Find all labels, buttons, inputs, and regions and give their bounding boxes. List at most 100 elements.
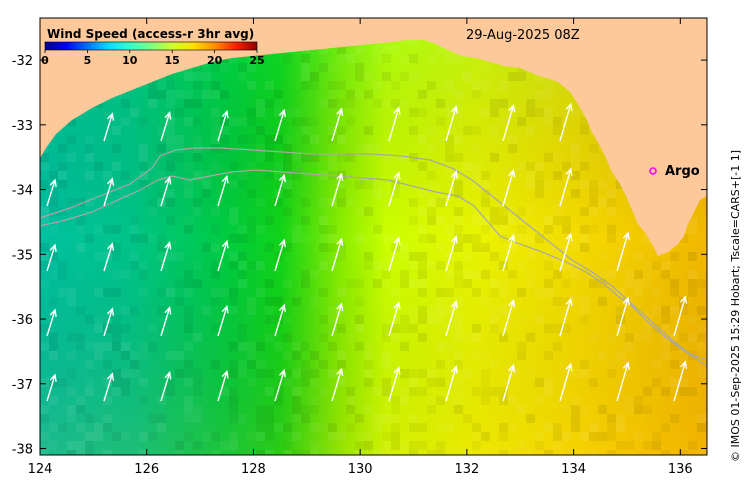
wind-cell [49, 171, 58, 180]
wind-arrow [559, 297, 573, 337]
wind-cell [517, 117, 526, 126]
wind-cell [616, 441, 625, 450]
wind-cell [427, 144, 436, 153]
wind-cell [580, 297, 589, 306]
wind-cell [112, 342, 121, 351]
wind-cell [535, 234, 544, 243]
wind-cell [265, 81, 274, 90]
wind-cell [472, 423, 481, 432]
wind-cell [247, 234, 256, 243]
wind-cell [310, 81, 319, 90]
wind-cell [85, 171, 94, 180]
wind-cell [364, 351, 373, 360]
wind-arrow [46, 308, 57, 337]
wind-cell [247, 63, 256, 72]
wind-cell [355, 297, 364, 306]
wind-cell [166, 216, 175, 225]
wind-cell [373, 450, 382, 455]
wind-cell [679, 306, 688, 315]
wind-cell [283, 441, 292, 450]
wind-cell [202, 306, 211, 315]
wind-cell [418, 333, 427, 342]
wind-cell [157, 414, 166, 423]
colorbar-tick-label: 10 [122, 54, 138, 67]
colorbar-ticks: 0 5 10 15 20 25 [41, 50, 265, 67]
wind-cell [211, 270, 220, 279]
wind-cell [193, 135, 202, 144]
wind-cell [274, 252, 283, 261]
wind-cell [517, 261, 526, 270]
wind-cell [625, 333, 634, 342]
wind-cell [229, 297, 238, 306]
y-tick-label: -32 [12, 54, 33, 69]
wind-cell [238, 333, 247, 342]
wind-cell [598, 432, 607, 441]
wind-cell [310, 117, 319, 126]
wind-cell [409, 315, 418, 324]
wind-cell [274, 297, 283, 306]
wind-cell [211, 117, 220, 126]
wind-cell [175, 279, 184, 288]
wind-cell [157, 288, 166, 297]
wind-cell [346, 387, 355, 396]
wind-cell [697, 450, 706, 455]
wind-cell [67, 405, 76, 414]
wind-cell [211, 360, 220, 369]
wind-cell [328, 423, 337, 432]
wind-cell [85, 441, 94, 450]
wind-cell [40, 432, 49, 441]
wind-arrow [559, 362, 573, 402]
wind-cell [175, 297, 184, 306]
argo-marker-icon[interactable] [649, 167, 657, 175]
wind-cell [472, 324, 481, 333]
wind-arrow [445, 365, 458, 402]
wind-cell [616, 351, 625, 360]
wind-cell [508, 144, 517, 153]
wind-cell [571, 144, 580, 153]
wind-cell [445, 144, 454, 153]
wind-cell [220, 90, 229, 99]
wind-cell [67, 288, 76, 297]
wind-cell [265, 306, 274, 315]
wind-cell [292, 225, 301, 234]
wind-cell [364, 405, 373, 414]
wind-cell [346, 198, 355, 207]
wind-arrow [217, 109, 229, 142]
wind-cell [184, 225, 193, 234]
wind-cell [211, 108, 220, 117]
wind-cell [472, 234, 481, 243]
wind-cell [283, 423, 292, 432]
wind-cell [130, 369, 139, 378]
bathymetry-contour-slope [40, 169, 707, 367]
wind-cell [463, 234, 472, 243]
wind-cell [571, 414, 580, 423]
wind-cell [580, 315, 589, 324]
wind-cell [328, 153, 337, 162]
wind-cell [157, 90, 166, 99]
wind-cell [94, 288, 103, 297]
wind-cell [274, 108, 283, 117]
wind-cell [139, 234, 148, 243]
wind-cell [355, 144, 364, 153]
wind-cell [193, 261, 202, 270]
wind-cell [481, 81, 490, 90]
wind-cell [409, 423, 418, 432]
wind-arrow [445, 105, 458, 142]
wind-cell [535, 189, 544, 198]
wind-cell [166, 144, 175, 153]
wind-cell [427, 126, 436, 135]
wind-cell [256, 144, 265, 153]
wind-cell [193, 333, 202, 342]
wind-cell [490, 288, 499, 297]
wind-cell [580, 162, 589, 171]
wind-cell [211, 432, 220, 441]
wind-cell [301, 126, 310, 135]
wind-cell [193, 153, 202, 162]
wind-cell [67, 450, 76, 455]
wind-cell [607, 333, 616, 342]
wind-cell [634, 405, 643, 414]
wind-cell [139, 450, 148, 455]
wind-cell [238, 171, 247, 180]
wind-cell [301, 270, 310, 279]
wind-cell [544, 261, 553, 270]
